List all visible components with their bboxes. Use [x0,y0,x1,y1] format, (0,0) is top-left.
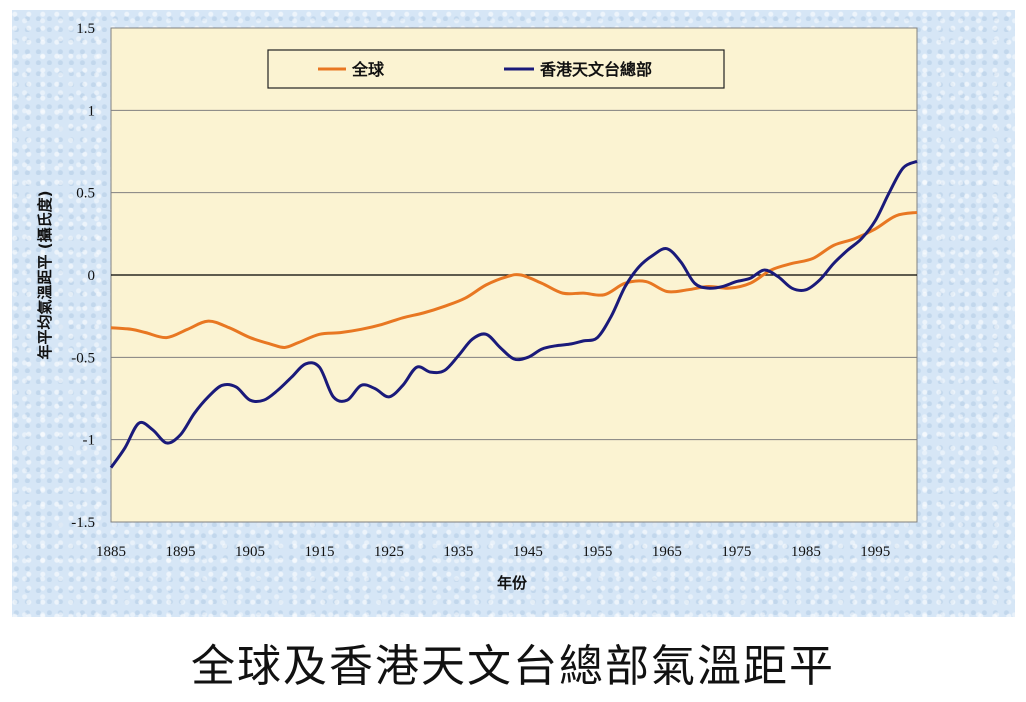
x-tick-label: 1895 [165,544,195,560]
y-axis-ticks: 1.5 1 0.5 0 -0.5 -1 -1.5 [71,21,95,531]
x-tick-label: 1885 [96,544,126,560]
series-lines [109,159,918,469]
x-tick-label: 1985 [791,544,821,560]
x-tick-label: 1925 [374,544,404,560]
x-tick-label: 1975 [721,544,751,560]
series-line-hko [109,159,918,469]
x-tick-label: 1915 [304,544,334,560]
y-tick-label: -1.5 [71,515,95,531]
legend-label-hko: 香港天文台總部 [539,60,652,79]
y-tick-label: -1 [83,433,96,449]
y-tick-label: 0.5 [76,186,95,202]
chart-caption: 全球及香港天文台總部氣溫距平 [191,641,835,692]
y-tick-label: -0.5 [71,350,95,366]
x-tick-label: 1965 [652,544,682,560]
series-line-global [110,210,918,349]
y-tick-label: 1 [88,103,96,119]
y-tick-label: 0 [88,268,96,284]
y-tick-label: 1.5 [76,21,95,37]
y-axis-label: 年平均氣溫距平 (攝氏度) [36,191,54,360]
x-tick-label: 1955 [582,544,612,560]
legend-label-global: 全球 [351,60,385,79]
x-tick-label: 1935 [443,544,473,560]
legend: 全球 香港天文台總部 [267,49,725,89]
x-axis-label: 年份 [497,574,528,592]
x-axis-ticks: 1885 1895 1905 1915 1925 1935 1945 1955 1965 1975… [96,544,890,560]
x-tick-label: 1905 [235,544,265,560]
x-tick-label: 1945 [513,544,543,560]
x-tick-label: 1995 [860,544,890,560]
